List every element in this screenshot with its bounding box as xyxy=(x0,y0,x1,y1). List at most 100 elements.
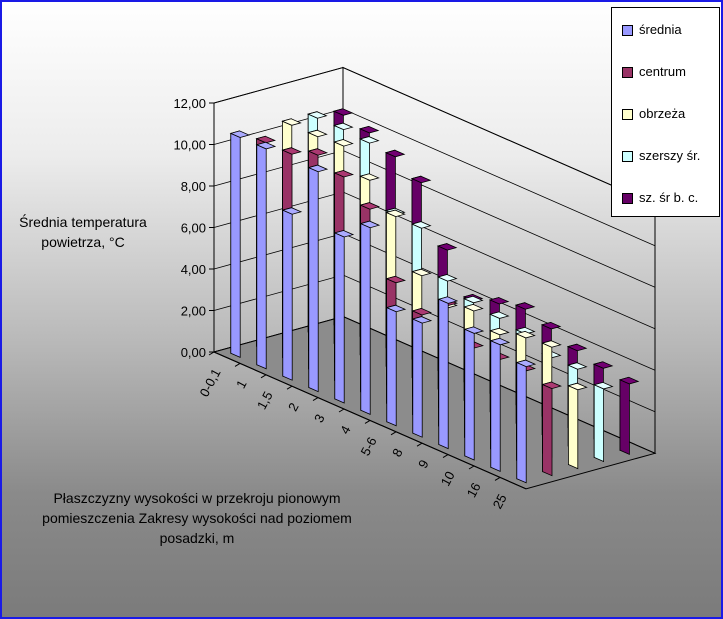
bar xyxy=(385,304,407,427)
bar-top xyxy=(333,230,355,238)
bar-top xyxy=(411,316,433,324)
legend-swatch xyxy=(622,25,633,36)
bar-front xyxy=(619,379,630,456)
bar-top xyxy=(333,139,354,147)
bar-top xyxy=(514,302,536,310)
bar-top xyxy=(332,108,354,116)
bar xyxy=(333,229,355,404)
legend-label: średnia xyxy=(639,22,682,37)
bar-top xyxy=(541,340,562,348)
bar-top xyxy=(307,148,329,156)
x-tick-label: 25 xyxy=(490,491,510,511)
chart-bars xyxy=(229,108,640,484)
bar-top xyxy=(255,135,277,144)
bar-front xyxy=(386,306,397,427)
bar xyxy=(463,326,485,461)
bar-front xyxy=(230,132,241,359)
bar-front xyxy=(490,340,501,473)
chart-legend: średnia centrum obrzeża szerszy śr. sz. … xyxy=(611,7,720,217)
bar xyxy=(281,207,303,381)
bar-top xyxy=(307,129,328,138)
legend-label: szerszy śr. xyxy=(639,148,701,163)
y-tick-label: 2,00 xyxy=(181,304,206,319)
bar-top xyxy=(281,207,303,215)
bar-top xyxy=(229,130,251,138)
bar xyxy=(541,381,562,477)
x-tick-mark xyxy=(234,362,241,367)
bar-top xyxy=(567,382,588,391)
x-tick-label: 16 xyxy=(464,480,484,500)
y-tick-label: 0,00 xyxy=(181,345,206,360)
bar-top xyxy=(566,343,588,352)
gridline xyxy=(213,108,656,247)
bar-top xyxy=(540,321,562,330)
bar-top xyxy=(488,297,510,305)
bar-front xyxy=(360,222,371,416)
bar xyxy=(515,359,537,484)
x-tick-mark xyxy=(312,397,319,402)
y-tick-label: 12,00 xyxy=(173,96,206,111)
bar xyxy=(411,316,433,438)
bar-top xyxy=(385,275,407,284)
x-axis-label: Płaszczyzny wysokości w przekroju pionow… xyxy=(42,490,352,546)
bar-top xyxy=(359,220,381,229)
bar-front xyxy=(464,328,475,461)
bar-top xyxy=(437,296,459,304)
bar-top xyxy=(592,361,614,369)
bar-top xyxy=(566,362,588,370)
bar xyxy=(307,164,329,393)
bar-front xyxy=(568,385,579,470)
x-tick-mark xyxy=(468,465,475,470)
bar xyxy=(437,296,459,450)
y-tick-label: 4,00 xyxy=(181,262,206,277)
legend-swatch xyxy=(622,151,633,162)
legend-swatch xyxy=(622,109,633,120)
y-tick-label: 8,00 xyxy=(181,179,206,194)
x-tick-mark xyxy=(494,476,501,481)
y-axis-label: Średnia temperatura powietrza, °C xyxy=(19,214,147,250)
y-tick-label: 6,00 xyxy=(181,221,206,236)
x-tick-label: 9 xyxy=(415,457,432,470)
bar-top xyxy=(281,147,303,155)
bar-top xyxy=(358,136,380,144)
bar-top xyxy=(515,330,536,339)
legend-swatch xyxy=(622,193,633,204)
bar-front xyxy=(412,318,423,438)
legend-label: obrzeża xyxy=(639,106,686,121)
bar-top xyxy=(359,173,380,181)
x-tick-label: 10 xyxy=(438,469,458,489)
x-tick-label: 8 xyxy=(389,446,406,459)
legend-label: centrum xyxy=(639,64,686,79)
bar-top xyxy=(489,337,511,346)
bar xyxy=(618,376,640,456)
bar-top xyxy=(411,268,432,277)
bar xyxy=(567,382,588,470)
x-tick-mark xyxy=(286,385,293,390)
bar-top xyxy=(281,118,302,126)
bar-front xyxy=(334,232,345,404)
x-tick-mark xyxy=(260,374,267,379)
bar-top xyxy=(515,359,537,368)
bar-top xyxy=(541,381,562,390)
x-tick-label: 5-6 xyxy=(358,434,380,458)
bar-front xyxy=(438,298,449,450)
bar-top xyxy=(410,175,432,184)
gridline xyxy=(213,150,656,288)
x-tick-label: 4 xyxy=(337,423,354,436)
bar-top xyxy=(437,274,458,282)
gridline xyxy=(213,191,656,330)
x-tick-mark xyxy=(390,431,397,436)
bar-top xyxy=(385,304,407,313)
bar xyxy=(229,130,251,359)
y-tick-label: 10,00 xyxy=(173,138,206,153)
chart-floor-plane xyxy=(212,315,657,490)
bar-top xyxy=(618,376,640,385)
bar-front xyxy=(542,383,553,477)
bar-top xyxy=(384,149,406,158)
bar xyxy=(359,220,381,416)
x-tick-mark xyxy=(208,351,215,356)
bar-front xyxy=(308,166,319,393)
bar-front xyxy=(256,144,267,370)
bar-top xyxy=(307,164,329,173)
